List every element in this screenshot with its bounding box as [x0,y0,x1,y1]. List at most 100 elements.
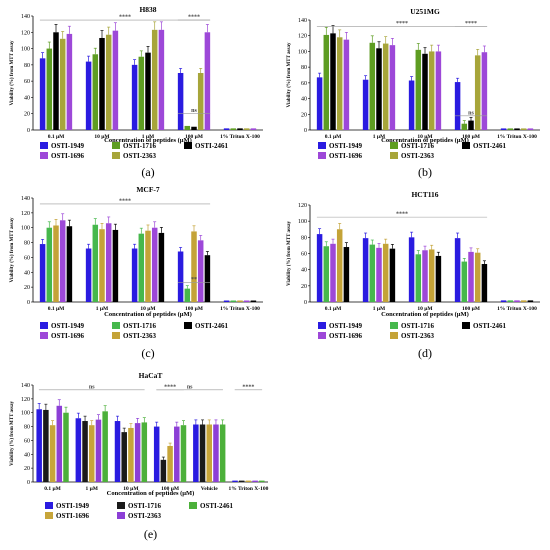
legend-label: OSTI-1716 [401,142,435,150]
significance-label: ns [89,384,95,390]
panel-b: U251MG 0 20 40 60 80 100 120 140 Viability (%) fr… [287,7,540,179]
y-tick-label: 100 [21,226,30,232]
x-tick-label: 100 µM [185,306,204,312]
legend-label: OSTI-1949 [56,502,90,510]
bar [336,37,343,130]
bar [238,480,245,482]
bar [138,233,145,302]
bar [343,247,350,302]
panel-label: (d) [418,346,432,360]
bar [204,255,211,302]
x-tick-label: 1 µM [373,134,386,140]
bar [145,52,151,131]
chart-title: MCF-7 [136,185,160,194]
y-tick-label: 60 [24,255,30,261]
bar [415,254,422,302]
y-axis-label: Viability (%) from MTT assay [287,42,292,107]
bar [474,252,481,302]
x-tick-label: 100 µM [462,306,481,312]
y-tick-label: 80 [24,63,30,69]
y-tick-label: 80 [301,235,307,241]
y-tick-label: 20 [24,466,30,472]
x-tick-label: 10 µM [94,134,110,140]
legend-label: OSTI-1696 [51,332,85,340]
bar [53,32,59,130]
y-tick-label: 60 [24,79,30,85]
legend-label: OSTI-2363 [401,152,435,160]
legend-swatch [390,322,398,329]
bar [99,37,105,130]
y-tick-label: 40 [24,452,30,458]
bar [85,61,92,130]
significance-label: **** [188,15,200,21]
bar [66,226,73,302]
chart-title: H838 [139,5,156,14]
bar [167,445,173,482]
bar [39,244,46,302]
y-tick-label: 20 [24,112,30,118]
legend-label: OSTI-1716 [128,502,162,510]
bar [454,82,461,130]
x-tick-label: 1% Triton X-100 [229,486,269,492]
bar [461,261,468,302]
bar [197,73,204,130]
bar [362,238,369,302]
bar [46,227,53,302]
bar [481,52,488,130]
y-axis-label: Viability (%) from MTT assay [10,217,15,282]
bar [153,426,160,482]
bar [85,248,92,302]
y-tick-label: 140 [21,14,30,20]
x-tick-label: 0.1 µM [325,134,342,140]
panel-e: HaCaT 0 20 40 60 80 100 120 140 Viability (%) fro… [10,371,269,541]
x-tick-label: 10 µM [417,134,433,140]
bar [114,421,121,482]
bar [435,255,442,302]
legend-swatch [40,152,48,159]
x-tick-label: 0.1 µM [48,306,65,312]
significance-label: ns [187,384,193,390]
bar [206,424,212,482]
bar [36,409,42,482]
significance-label: ns [191,108,197,114]
y-tick-label: 140 [298,18,307,24]
bar [75,418,82,482]
bar [376,247,382,302]
legend-swatch [117,512,125,519]
legend-label: OSTI-2461 [200,502,234,510]
bar [151,29,158,130]
significance-label: **** [119,198,131,204]
panel-label: (a) [141,165,154,179]
legend-swatch [390,332,398,339]
y-tick-label: 0 [27,128,30,134]
y-tick-label: 100 [21,47,30,53]
legend-label: OSTI-2363 [123,152,157,160]
legend-swatch [462,322,470,329]
x-axis-label: Concentration of peptides (µM) [381,137,469,144]
bar [428,249,435,302]
bar [177,251,184,302]
legend-label: OSTI-2461 [195,142,229,150]
bar [245,480,252,482]
bar [223,300,230,302]
bar [112,30,119,130]
panel-d: HCT116 0 20 40 60 80 100 120 Viability (%) from … [287,190,540,360]
bar [454,238,461,302]
bar [63,412,69,482]
bar [174,426,180,482]
bar [131,248,138,302]
bar [180,425,187,482]
bar [500,300,507,302]
bar [422,53,428,130]
significance-label: ** [191,277,197,283]
bar [102,411,108,482]
legend-swatch [184,322,192,329]
legend-swatch [117,502,125,509]
y-tick-label: 60 [24,438,30,444]
bar [138,56,145,130]
bar [53,225,59,302]
legend-label: OSTI-2363 [128,512,162,520]
bar [191,231,197,302]
panel-label: (e) [144,527,157,541]
bar [56,405,63,482]
